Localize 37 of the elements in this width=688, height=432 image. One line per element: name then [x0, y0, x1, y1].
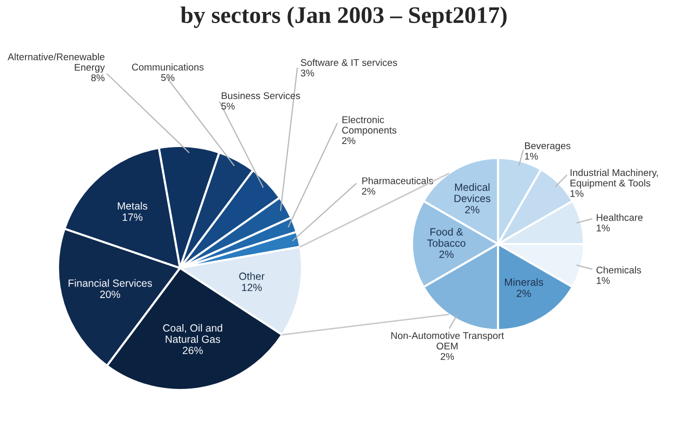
data-label: 2% [342, 137, 356, 144]
slice-label: Coal, Oil and Natural Gas [163, 324, 222, 343]
data-label: 20% [100, 290, 120, 298]
slice-label: Food & Tobacco [427, 228, 466, 247]
data-label: 2% [516, 290, 531, 298]
data-label: 3% [300, 70, 314, 76]
data-label: 2% [362, 188, 376, 195]
data-label: 2% [439, 250, 454, 258]
slice-label: Minerals [504, 278, 544, 286]
slice-label: Business Services [222, 92, 300, 100]
data-label: 5% [221, 102, 235, 110]
data-label: 1% [596, 277, 610, 284]
slice-label: Software & IT services [300, 58, 398, 66]
slice-label: Non-Automotive Transport OEM [391, 332, 504, 350]
slice-label: Chemicals [596, 266, 642, 274]
data-label: 26% [182, 346, 203, 354]
data-label: 8% [91, 74, 105, 82]
slice-label: Medical Devices [454, 183, 490, 202]
slice-label: Communications [132, 63, 204, 71]
data-label: 1% [596, 224, 610, 232]
data-label: 2% [440, 353, 454, 360]
slice-label: Pharmaceuticals [362, 177, 434, 184]
chart-title: by sectors (Jan 2003 – Sept2017) [180, 6, 507, 28]
slice-label: Electronic Components [342, 116, 396, 136]
data-label: 12% [242, 284, 262, 292]
slice-label: Metals [118, 202, 148, 210]
data-label: 2% [465, 206, 480, 214]
slice-label: Healthcare [596, 214, 643, 221]
slice-label: Beverages [525, 142, 570, 152]
slice-label: Industrial Machinery, Equipment & Tools [570, 168, 658, 188]
data-label: 1% [525, 152, 538, 160]
data-label: 1% [570, 190, 584, 197]
data-label: 5% [161, 74, 174, 82]
slice-label: Other [239, 272, 265, 280]
slice-label: Alternative/Renewable Energy [8, 53, 105, 73]
data-label: 17% [122, 213, 142, 221]
slice-label: Financial Services [68, 279, 152, 287]
